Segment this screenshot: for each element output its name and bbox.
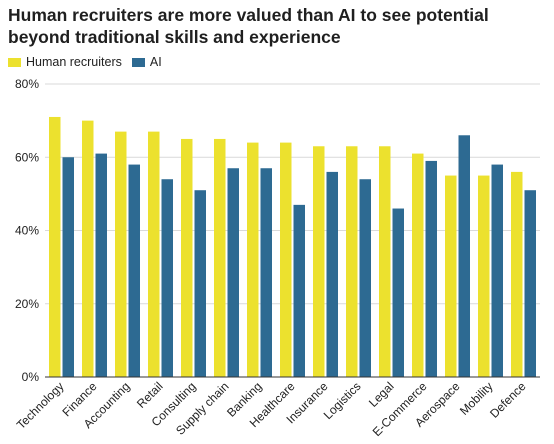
- bar-human-recruiters-e-commerce: [412, 153, 424, 377]
- bar-ai-legal: [392, 208, 404, 377]
- gridlines: [45, 83, 540, 305]
- bar-ai-e-commerce: [425, 160, 437, 377]
- bar-human-recruiters-technology: [49, 116, 61, 378]
- bar-human-recruiters-finance: [82, 120, 94, 377]
- bar-human-recruiters-mobility: [478, 175, 490, 377]
- x-tick-label-legal: Legal: [366, 379, 397, 410]
- bar-ai-supply-chain: [227, 168, 239, 377]
- bar-ai-banking: [260, 168, 272, 377]
- y-tick-label: 80%: [15, 77, 39, 91]
- bar-human-recruiters-retail: [148, 131, 160, 377]
- bar-ai-consulting: [194, 190, 206, 377]
- y-tick-label: 60%: [15, 150, 39, 164]
- y-tick-label: 0%: [22, 370, 40, 384]
- bar-human-recruiters-legal: [379, 146, 391, 377]
- bar-ai-retail: [161, 179, 173, 377]
- bar-human-recruiters-accounting: [115, 131, 127, 377]
- bar-human-recruiters-logistics: [346, 146, 358, 377]
- y-tick-label: 40%: [15, 224, 39, 238]
- chart-title: Human recruiters are more valued than AI…: [8, 5, 489, 47]
- x-tick-label-technology: Technology: [14, 379, 67, 432]
- bars: [49, 116, 536, 378]
- bar-ai-mobility: [491, 164, 503, 377]
- bar-human-recruiters-defence: [511, 171, 523, 377]
- bar-human-recruiters-supply-chain: [214, 138, 226, 377]
- bar-ai-aerospace: [458, 135, 470, 377]
- bar-human-recruiters-healthcare: [280, 142, 292, 377]
- bar-human-recruiters-aerospace: [445, 175, 457, 377]
- bar-human-recruiters-banking: [247, 142, 259, 377]
- legend-item-ai: AI: [131, 55, 162, 69]
- bar-ai-healthcare: [293, 204, 305, 377]
- legend-item-human-recruiters: Human recruiters: [8, 55, 122, 69]
- bar-ai-technology: [62, 157, 74, 377]
- y-axis: 0% 20% 40% 60% 80%: [15, 77, 39, 384]
- bar-ai-accounting: [128, 164, 140, 377]
- legend-label-ai: AI: [149, 55, 162, 69]
- legend-swatch-ai: [131, 57, 145, 67]
- bar-ai-logistics: [359, 179, 371, 377]
- bar-human-recruiters-insurance: [313, 146, 325, 377]
- bar-ai-finance: [95, 153, 107, 377]
- y-tick-label: 20%: [15, 297, 39, 311]
- bar-ai-defence: [524, 190, 536, 377]
- bar-ai-insurance: [326, 171, 338, 377]
- x-tick-label-defence: Defence: [487, 379, 529, 421]
- legend-label-human-recruiters: Human recruiters: [26, 55, 122, 69]
- bar-human-recruiters-consulting: [181, 138, 193, 377]
- legend-swatch-human-recruiters: [8, 57, 21, 67]
- legend: Human recruiters AI: [8, 55, 172, 69]
